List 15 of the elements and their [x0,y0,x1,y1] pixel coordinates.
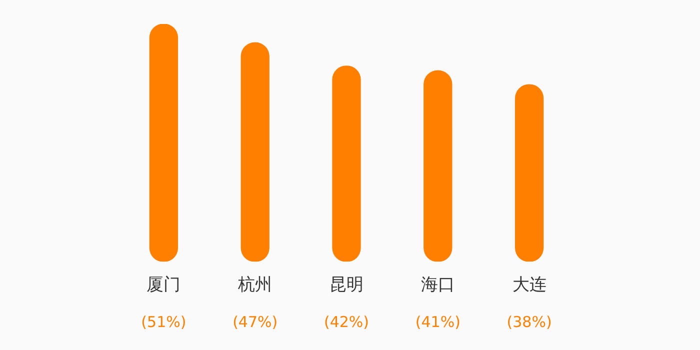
bar [240,42,270,262]
data-label: (38%) [506,312,552,331]
data-label: (42%) [324,312,370,331]
bar [514,84,544,262]
x-tick-label: 海口 [420,275,455,296]
x-tick-label: 大连 [512,275,546,296]
bar [424,70,452,262]
data-label: (51%) [141,312,186,331]
data-label: (47%) [232,312,278,331]
bar [332,66,361,262]
x-tick-label: 昆明 [330,275,364,296]
data-label: (41%) [415,312,460,331]
bar [149,24,178,262]
x-tick-label: 厦门 [146,275,181,296]
x-tick-label: 杭州 [237,275,272,296]
